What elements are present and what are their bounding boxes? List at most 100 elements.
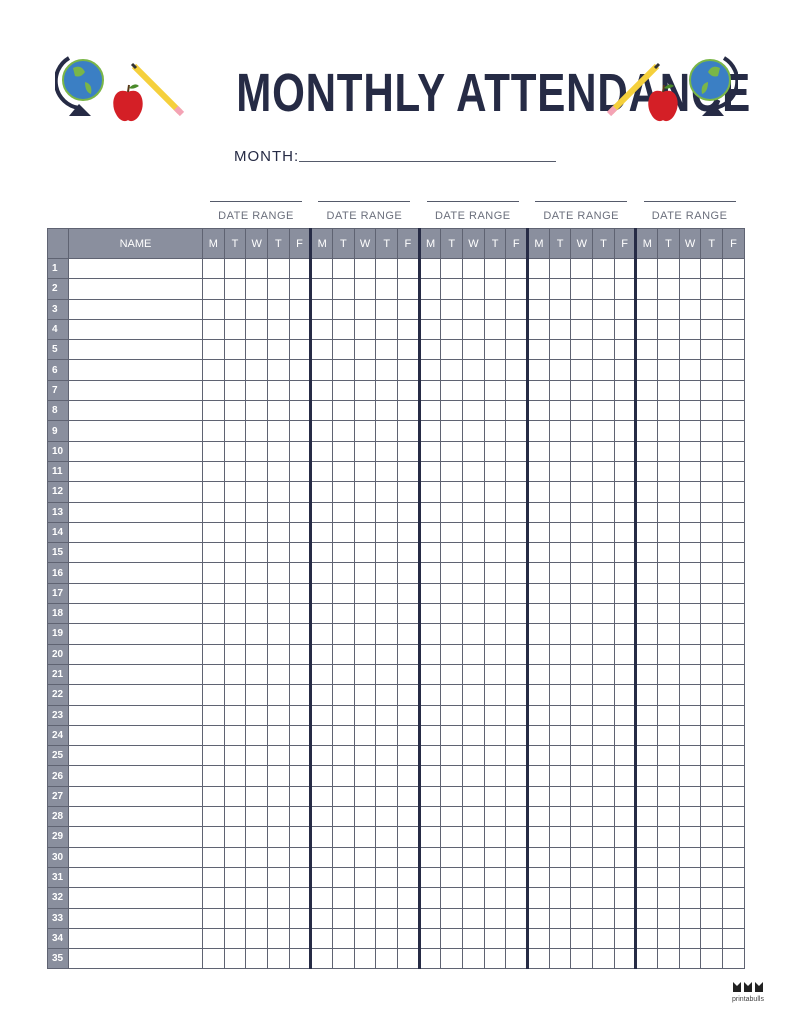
attendance-cell[interactable] [310, 866, 334, 889]
attendance-cell[interactable] [462, 704, 485, 726]
attendance-cell[interactable] [700, 846, 724, 868]
date-range-input-line[interactable] [535, 201, 628, 202]
attendance-cell[interactable] [223, 907, 247, 929]
attendance-cell[interactable] [202, 400, 225, 422]
attendance-cell[interactable] [245, 623, 269, 645]
attendance-cell[interactable] [332, 379, 355, 402]
attendance-cell[interactable] [223, 400, 247, 422]
attendance-cell[interactable] [592, 907, 615, 929]
attendance-cell[interactable] [418, 582, 442, 605]
attendance-cell[interactable] [245, 806, 269, 828]
attendance-cell[interactable] [635, 339, 659, 361]
attendance-cell[interactable] [570, 460, 594, 483]
attendance-cell[interactable] [397, 278, 421, 300]
attendance-cell[interactable] [202, 501, 225, 523]
attendance-cell[interactable] [613, 460, 638, 483]
attendance-cell[interactable] [267, 887, 290, 909]
attendance-cell[interactable] [548, 643, 572, 665]
attendance-cell[interactable] [548, 785, 572, 808]
attendance-cell[interactable] [310, 460, 334, 483]
attendance-cell[interactable] [375, 927, 399, 950]
attendance-cell[interactable] [288, 440, 313, 462]
attendance-cell[interactable] [353, 481, 377, 503]
attendance-cell[interactable] [483, 684, 507, 706]
attendance-cell[interactable] [310, 318, 334, 341]
attendance-cell[interactable] [635, 765, 659, 787]
attendance-cell[interactable] [592, 420, 615, 442]
attendance-cell[interactable] [462, 521, 485, 544]
attendance-cell[interactable] [353, 927, 377, 950]
attendance-cell[interactable] [353, 420, 377, 442]
attendance-cell[interactable] [678, 257, 702, 280]
attendance-cell[interactable] [700, 298, 724, 320]
attendance-cell[interactable] [245, 765, 269, 787]
attendance-cell[interactable] [635, 887, 659, 909]
attendance-cell[interactable] [310, 379, 334, 402]
attendance-cell[interactable] [505, 806, 530, 828]
attendance-cell[interactable] [288, 501, 313, 523]
attendance-cell[interactable] [505, 765, 530, 787]
attendance-cell[interactable] [310, 481, 334, 503]
attendance-cell[interactable] [288, 318, 313, 341]
attendance-cell[interactable] [397, 481, 421, 503]
attendance-cell[interactable] [288, 643, 313, 665]
attendance-cell[interactable] [527, 887, 550, 909]
attendance-cell[interactable] [483, 359, 507, 381]
attendance-cell[interactable] [700, 745, 724, 767]
attendance-cell[interactable] [310, 339, 334, 361]
attendance-cell[interactable] [267, 846, 290, 868]
attendance-cell[interactable] [548, 278, 572, 300]
attendance-cell[interactable] [505, 379, 530, 402]
attendance-cell[interactable] [700, 278, 724, 300]
attendance-cell[interactable] [657, 359, 680, 381]
attendance-cell[interactable] [397, 907, 421, 929]
attendance-cell[interactable] [375, 359, 399, 381]
attendance-cell[interactable] [548, 927, 572, 950]
attendance-cell[interactable] [505, 501, 530, 523]
attendance-cell[interactable] [202, 521, 225, 544]
attendance-cell[interactable] [310, 927, 334, 950]
attendance-cell[interactable] [397, 257, 421, 280]
attendance-cell[interactable] [397, 785, 421, 808]
attendance-cell[interactable] [332, 806, 355, 828]
attendance-cell[interactable] [245, 257, 269, 280]
attendance-cell[interactable] [418, 542, 442, 564]
attendance-cell[interactable] [700, 257, 724, 280]
attendance-cell[interactable] [527, 765, 550, 787]
attendance-cell[interactable] [418, 400, 442, 422]
attendance-cell[interactable] [483, 379, 507, 402]
attendance-cell[interactable] [223, 745, 247, 767]
attendance-cell[interactable] [657, 440, 680, 462]
attendance-cell[interactable] [353, 704, 377, 726]
attendance-cell[interactable] [635, 542, 659, 564]
attendance-cell[interactable] [397, 379, 421, 402]
attendance-cell[interactable] [678, 866, 702, 889]
attendance-cell[interactable] [678, 684, 702, 706]
name-cell[interactable] [68, 643, 203, 665]
attendance-cell[interactable] [613, 684, 638, 706]
attendance-cell[interactable] [700, 460, 724, 483]
attendance-cell[interactable] [353, 562, 377, 584]
attendance-cell[interactable] [635, 806, 659, 828]
attendance-cell[interactable] [397, 724, 421, 747]
attendance-cell[interactable] [678, 562, 702, 584]
attendance-cell[interactable] [548, 481, 572, 503]
attendance-cell[interactable] [657, 663, 680, 686]
attendance-cell[interactable] [613, 948, 638, 970]
attendance-cell[interactable] [397, 704, 421, 726]
attendance-cell[interactable] [267, 420, 290, 442]
attendance-cell[interactable] [462, 440, 485, 462]
attendance-cell[interactable] [722, 907, 745, 929]
attendance-cell[interactable] [592, 339, 615, 361]
attendance-cell[interactable] [722, 562, 745, 584]
attendance-cell[interactable] [310, 846, 334, 868]
attendance-cell[interactable] [570, 704, 594, 726]
attendance-cell[interactable] [245, 927, 269, 950]
name-cell[interactable] [68, 501, 203, 523]
attendance-cell[interactable] [527, 440, 550, 462]
attendance-cell[interactable] [527, 501, 550, 523]
attendance-cell[interactable] [397, 745, 421, 767]
date-range-input-line[interactable] [318, 201, 411, 202]
name-cell[interactable] [68, 379, 203, 402]
attendance-cell[interactable] [570, 887, 594, 909]
